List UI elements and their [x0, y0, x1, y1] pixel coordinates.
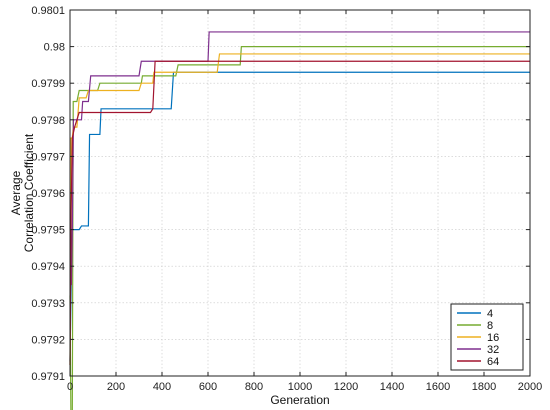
y-tick-label: 0.9796 — [31, 188, 65, 200]
x-tick-label: 0 — [67, 381, 73, 393]
y-tick-label: 0.9794 — [31, 261, 65, 273]
x-tick-label: 1200 — [334, 381, 358, 393]
series-line-8 — [69, 45, 530, 410]
series-lines — [69, 31, 530, 410]
x-axis-title: Generation — [270, 393, 329, 407]
y-tick-label: 0.9801 — [31, 5, 65, 17]
y-tick-label: 0.9792 — [31, 334, 65, 346]
y-tick-label: 0.9797 — [31, 151, 65, 163]
y-tick-label: 0.9793 — [31, 298, 65, 310]
axis-ticks: 0 200 400 600 800 1000 1200 1400 1600 1800 2000 0.9… — [31, 5, 542, 393]
x-tick-label: 800 — [245, 381, 263, 393]
y-tick-label: 0.9795 — [31, 225, 65, 237]
series-line-64 — [69, 60, 530, 366]
y-tick-label: 0.9798 — [31, 115, 65, 127]
x-tick-label: 1600 — [426, 381, 450, 393]
legend-label-32: 32 — [487, 344, 499, 356]
x-tick-label: 2000 — [518, 381, 542, 393]
x-tick-label: 400 — [153, 381, 171, 393]
legend-label-8: 8 — [487, 320, 493, 332]
y-tick-label: 0.9791 — [31, 371, 65, 383]
legend-label-4: 4 — [487, 308, 493, 320]
legend-label-16: 16 — [487, 332, 499, 344]
x-tick-label: 1400 — [380, 381, 404, 393]
x-tick-label: 1800 — [472, 381, 496, 393]
x-tick-label: 200 — [107, 381, 125, 393]
x-tick-label: 600 — [199, 381, 217, 393]
y-axis-title-line-1: Average — [9, 170, 23, 215]
y-tick-label: 0.98 — [44, 42, 65, 54]
y-tick-label: 0.9799 — [31, 78, 65, 90]
y-axis-title-line-2: Correlation Coefficient — [22, 133, 36, 252]
legend-label-64: 64 — [487, 356, 499, 368]
y-axis-title: Average Correlation Coefficient — [9, 133, 36, 252]
x-tick-label: 1000 — [288, 381, 312, 393]
